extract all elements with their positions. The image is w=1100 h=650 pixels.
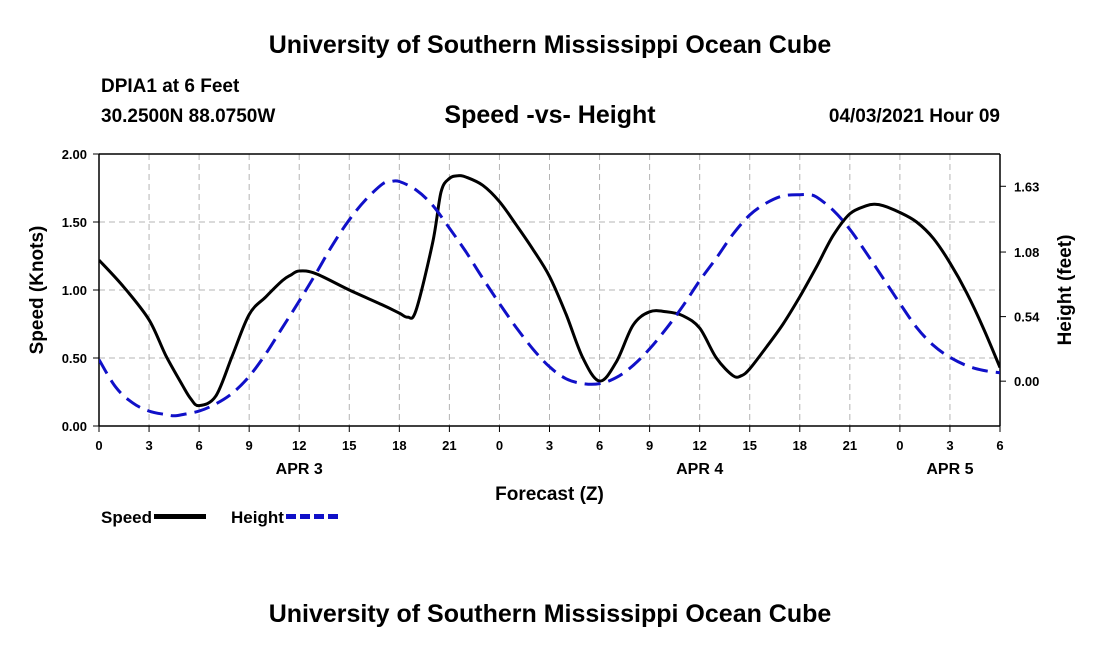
x-tick-label: 21 (843, 438, 857, 453)
x-date-label: APR 3 (276, 461, 323, 478)
x-tick-label: 6 (596, 438, 603, 453)
legend-height-swatch (285, 514, 338, 520)
x-tick-label: 3 (145, 438, 152, 453)
y-tick-label: 2.00 (62, 147, 87, 162)
y2-tick-label: 0.00 (1014, 374, 1039, 389)
speed-series-line (99, 174, 1000, 408)
y2-tick-label: 1.08 (1014, 245, 1039, 260)
x-tick-label: 6 (996, 438, 1003, 453)
x-date-label: APR 5 (926, 461, 973, 478)
x-tick-label: 0 (496, 438, 503, 453)
x-axis-title: Forecast (Z) (495, 484, 604, 505)
x-date-label: APR 4 (676, 461, 723, 478)
x-tick-label: 18 (392, 438, 406, 453)
y-tick-label: 1.00 (62, 283, 87, 298)
legend-height-label: Height (231, 508, 284, 527)
y2-tick-label: 0.54 (1014, 310, 1040, 325)
x-tick-label: 15 (342, 438, 356, 453)
header-banner: University of Southern Mississippi Ocean… (268, 31, 832, 59)
x-tick-label: 12 (692, 438, 706, 453)
x-tick-label: 12 (292, 438, 306, 453)
chart-title-text: Speed -vs- Height (444, 101, 656, 129)
x-tick-label: 0 (95, 438, 102, 453)
x-tick-label: 3 (546, 438, 553, 453)
station-coordinates: 30.2500N 88.0750W (101, 106, 276, 127)
legend-speed: Speed (101, 508, 207, 528)
y-tick-label: 0.00 (62, 419, 87, 434)
chart-title: Speed -vs- Height (0, 101, 1100, 130)
x-tick-label: 9 (646, 438, 653, 453)
legend-speed-label: Speed (101, 508, 153, 527)
x-tick-label: 3 (946, 438, 953, 453)
x-tick-label: 9 (246, 438, 253, 453)
station-name: DPIA1 at 6 Feet (101, 76, 240, 97)
x-tick-label: 15 (742, 438, 756, 453)
forecast-timestamp: 04/03/2021 Hour 09 (828, 106, 1000, 127)
y-axis-title: Speed (Knots) (27, 226, 48, 355)
legend-speed-swatch (154, 514, 207, 520)
x-tick-label: 0 (896, 438, 903, 453)
legend-height: Height (231, 508, 338, 528)
x-tick-label: 6 (195, 438, 202, 453)
height-series-line (99, 179, 1000, 418)
x-tick-label: 21 (442, 438, 456, 453)
x-tick-label: 18 (793, 438, 807, 453)
y-tick-label: 0.50 (62, 351, 87, 366)
y2-tick-label: 1.63 (1014, 179, 1039, 194)
y2-axis-title: Height (feet) (1055, 235, 1076, 346)
footer-banner: University of Southern Mississippi Ocean… (268, 600, 832, 628)
y-tick-label: 1.50 (62, 215, 87, 230)
